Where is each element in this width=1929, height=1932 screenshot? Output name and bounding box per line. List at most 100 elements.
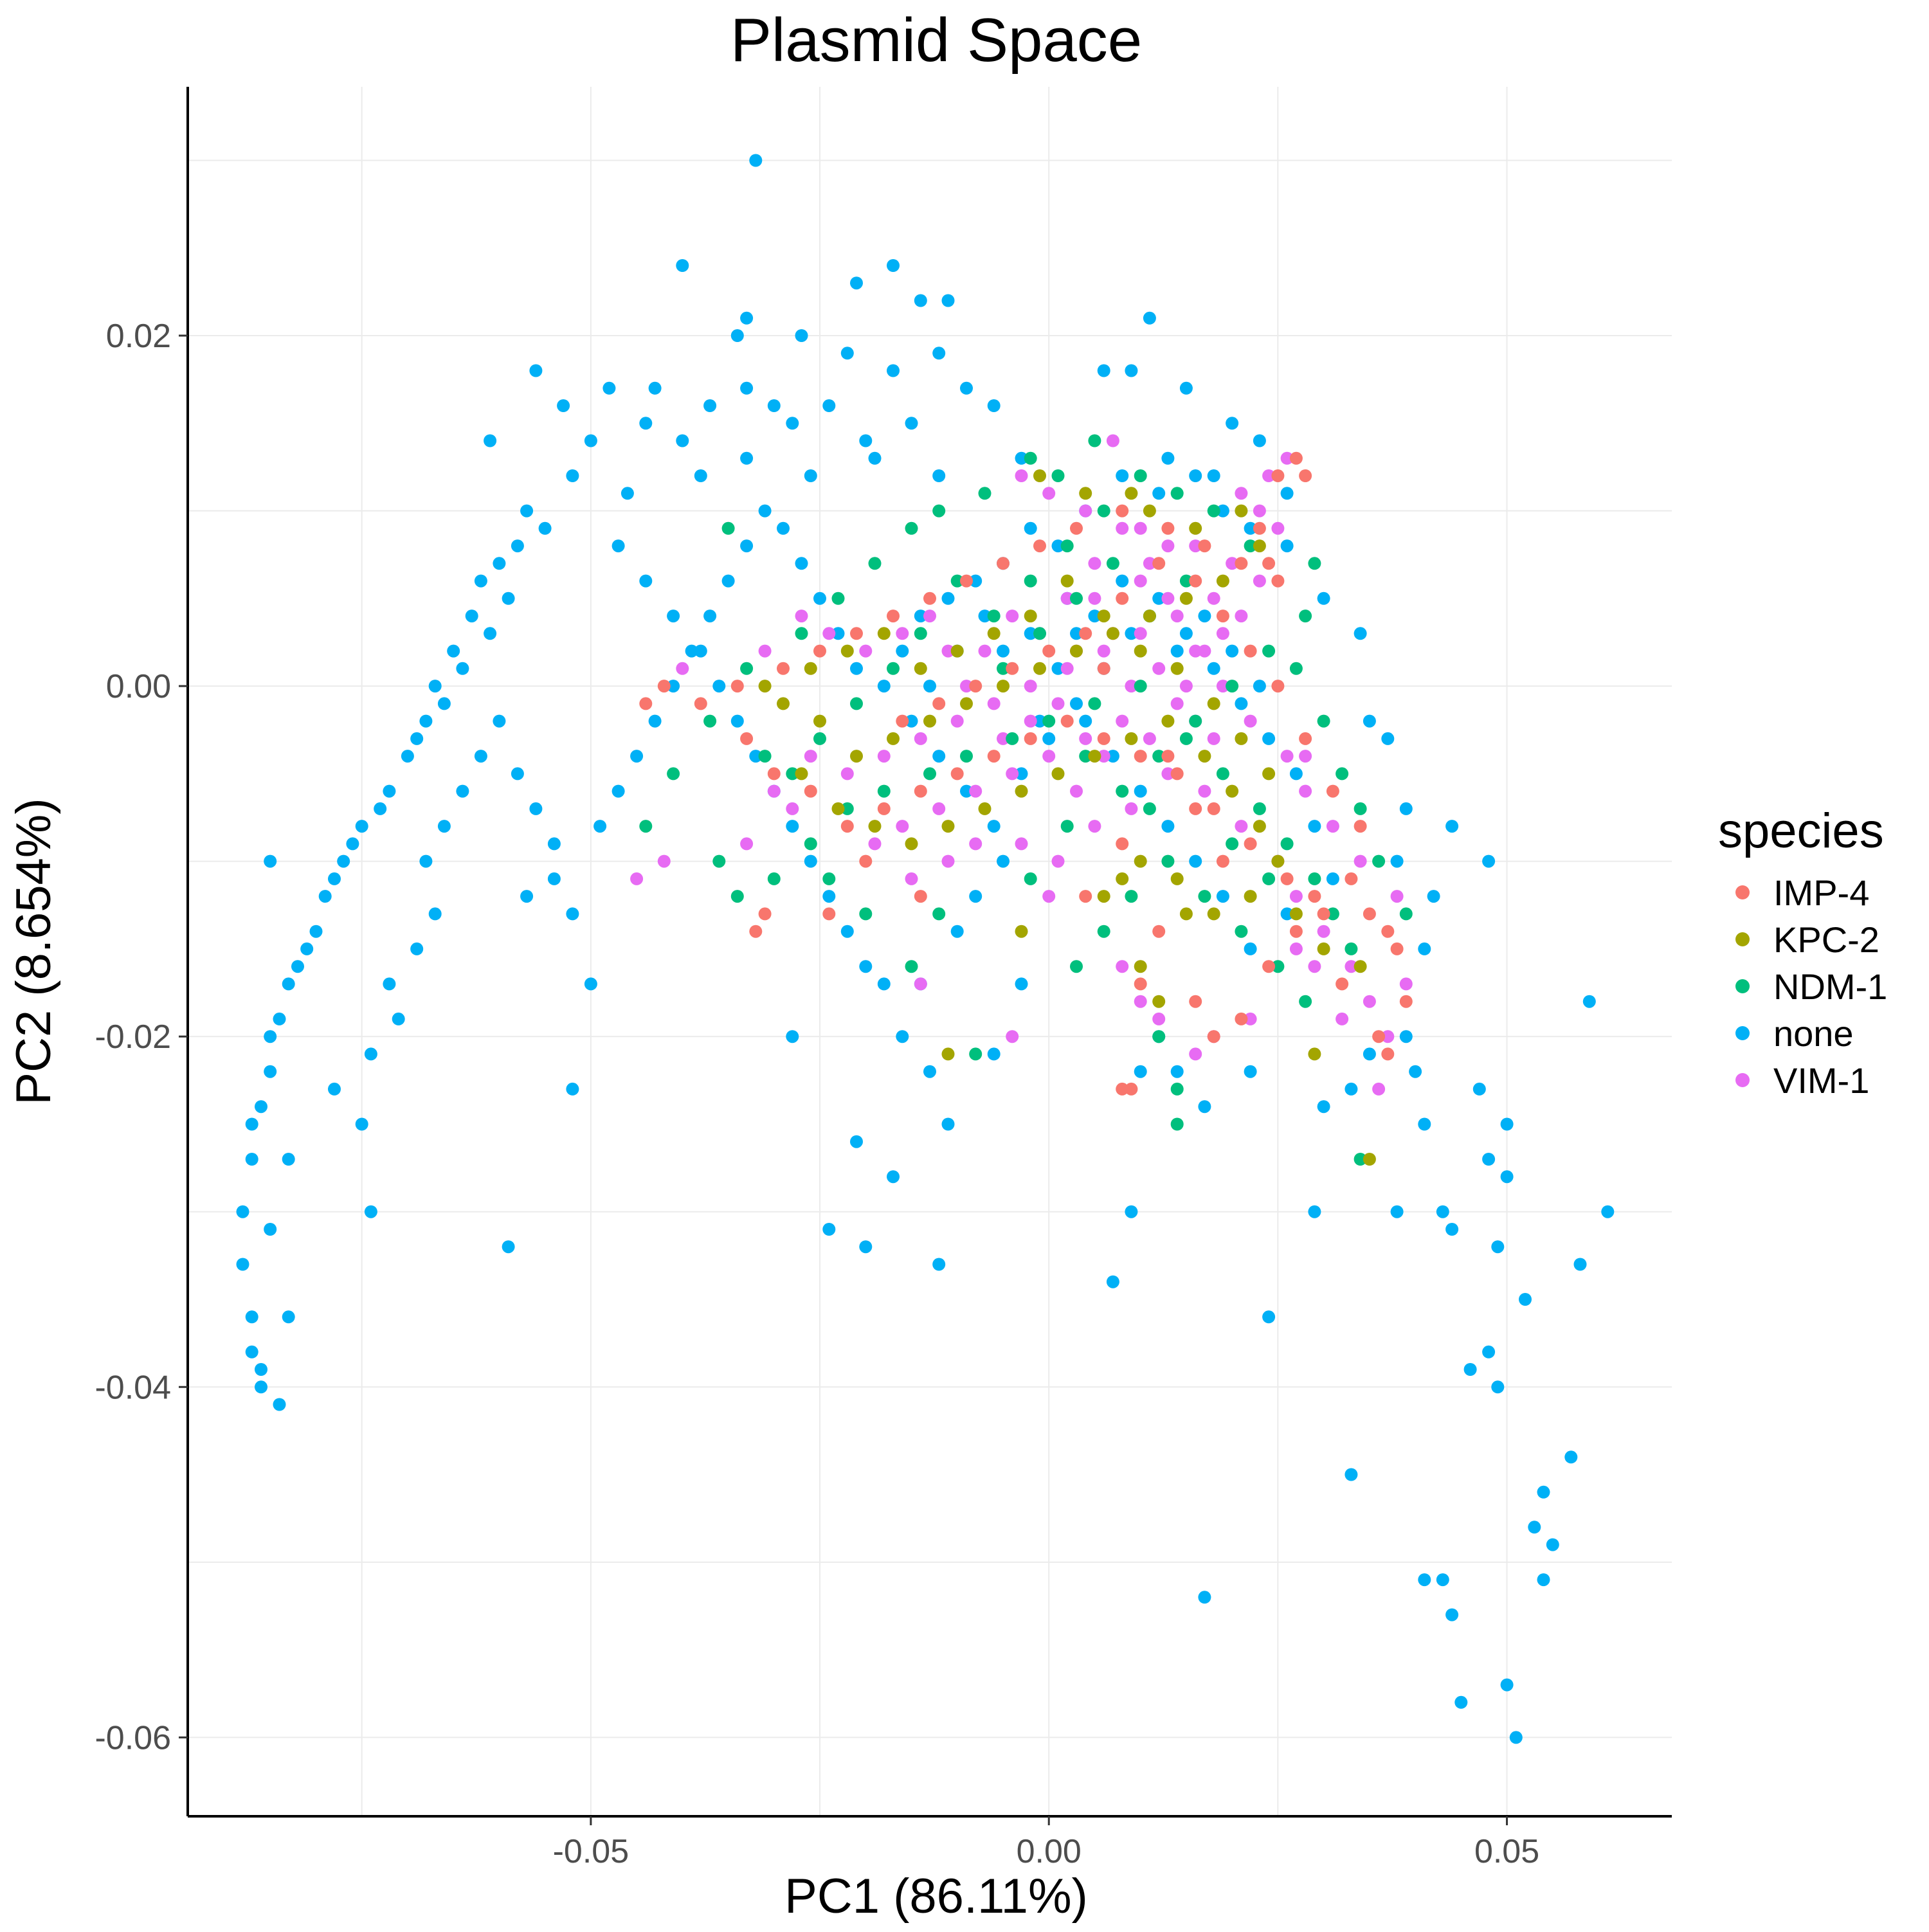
- data-point: [1134, 854, 1147, 868]
- data-point: [1134, 784, 1147, 798]
- data-point: [1070, 521, 1083, 535]
- data-point: [997, 732, 1010, 745]
- data-point: [905, 521, 918, 535]
- data-point: [1317, 925, 1330, 938]
- data-point: [960, 784, 973, 798]
- data-point: [484, 627, 497, 640]
- data-point: [1289, 451, 1303, 465]
- data-point: [1491, 1240, 1505, 1254]
- legend: species IMP-4 KPC-2 NDM-1 none VIM-1: [1718, 804, 1887, 1101]
- data-point: [1345, 942, 1358, 955]
- data-point: [1427, 890, 1440, 903]
- data-point: [264, 1065, 277, 1078]
- data-point: [1033, 627, 1046, 640]
- data-point: [493, 557, 506, 570]
- data-point: [1262, 872, 1276, 885]
- data-point: [1390, 942, 1404, 955]
- data-point: [1336, 767, 1349, 781]
- data-point: [1024, 521, 1037, 535]
- data-point: [804, 662, 817, 675]
- data-point: [777, 662, 790, 675]
- data-point: [822, 627, 836, 640]
- data-point: [667, 680, 680, 693]
- data-point: [1262, 732, 1276, 745]
- data-point: [1244, 837, 1257, 851]
- data-point: [1207, 697, 1220, 710]
- data-point: [941, 1117, 955, 1131]
- data-point: [639, 574, 653, 588]
- data-point: [1079, 627, 1092, 640]
- data-point: [309, 925, 323, 938]
- data-point: [282, 1153, 295, 1166]
- data-point: [813, 732, 826, 745]
- data-point: [1042, 890, 1056, 903]
- data-point: [1363, 995, 1376, 1008]
- data-point: [1189, 469, 1202, 482]
- data-point: [465, 609, 478, 623]
- data-point: [1088, 820, 1101, 833]
- data-point: [1289, 907, 1303, 921]
- data-point: [1060, 591, 1074, 605]
- data-point: [630, 872, 644, 885]
- data-point: [1235, 609, 1248, 623]
- data-point: [1125, 364, 1138, 377]
- data-point: [914, 890, 927, 903]
- data-point: [1308, 820, 1321, 833]
- data-point: [1170, 1117, 1184, 1131]
- data-point: [950, 925, 964, 938]
- data-point: [1289, 942, 1303, 955]
- data-point: [804, 750, 817, 763]
- data-point: [1207, 1030, 1220, 1043]
- data-point: [1445, 820, 1459, 833]
- data-point: [1170, 872, 1184, 885]
- data-point: [859, 907, 873, 921]
- data-point: [914, 784, 927, 798]
- data-point: [255, 1100, 267, 1114]
- data-point: [566, 907, 579, 921]
- data-point: [997, 644, 1010, 658]
- y-tick-label: -0.04: [95, 1369, 171, 1406]
- data-point: [1060, 662, 1074, 675]
- data-point: [1528, 1521, 1541, 1534]
- data-point: [1354, 820, 1367, 833]
- data-point: [740, 451, 754, 465]
- data-point: [1097, 504, 1110, 518]
- data-point: [1015, 784, 1028, 798]
- data-point: [740, 837, 754, 851]
- data-point: [1161, 854, 1175, 868]
- data-point: [877, 802, 891, 815]
- data-point: [355, 1117, 368, 1131]
- data-point: [896, 820, 909, 833]
- data-point: [1226, 557, 1239, 570]
- data-point: [1161, 714, 1175, 728]
- data-point: [1024, 451, 1037, 465]
- data-point: [1363, 907, 1376, 921]
- data-point: [1170, 767, 1184, 781]
- data-point: [887, 259, 900, 272]
- data-point: [437, 820, 451, 833]
- data-point: [850, 750, 863, 763]
- data-point: [987, 697, 1001, 710]
- data-point: [1454, 1695, 1468, 1709]
- data-point: [1390, 890, 1404, 903]
- data-point: [1015, 767, 1028, 781]
- data-point: [1289, 767, 1303, 781]
- data-point: [1289, 890, 1303, 903]
- data-point: [245, 1345, 258, 1359]
- data-point: [676, 259, 689, 272]
- data-point: [905, 417, 918, 430]
- data-point: [1060, 820, 1074, 833]
- data-point: [749, 154, 763, 167]
- data-point: [1207, 662, 1220, 675]
- data-point: [1024, 627, 1037, 640]
- data-point: [1015, 925, 1028, 938]
- data-point: [721, 521, 735, 535]
- data-point: [1143, 732, 1156, 745]
- data-point: [877, 680, 891, 693]
- data-point: [969, 837, 983, 851]
- data-point: [1317, 591, 1330, 605]
- data-point: [1244, 539, 1257, 553]
- data-point: [1271, 854, 1285, 868]
- axes-layer: -0.05 0.00 0.05 0.02 0.00 -0.02 -0.04 -0.06: [95, 87, 1672, 1870]
